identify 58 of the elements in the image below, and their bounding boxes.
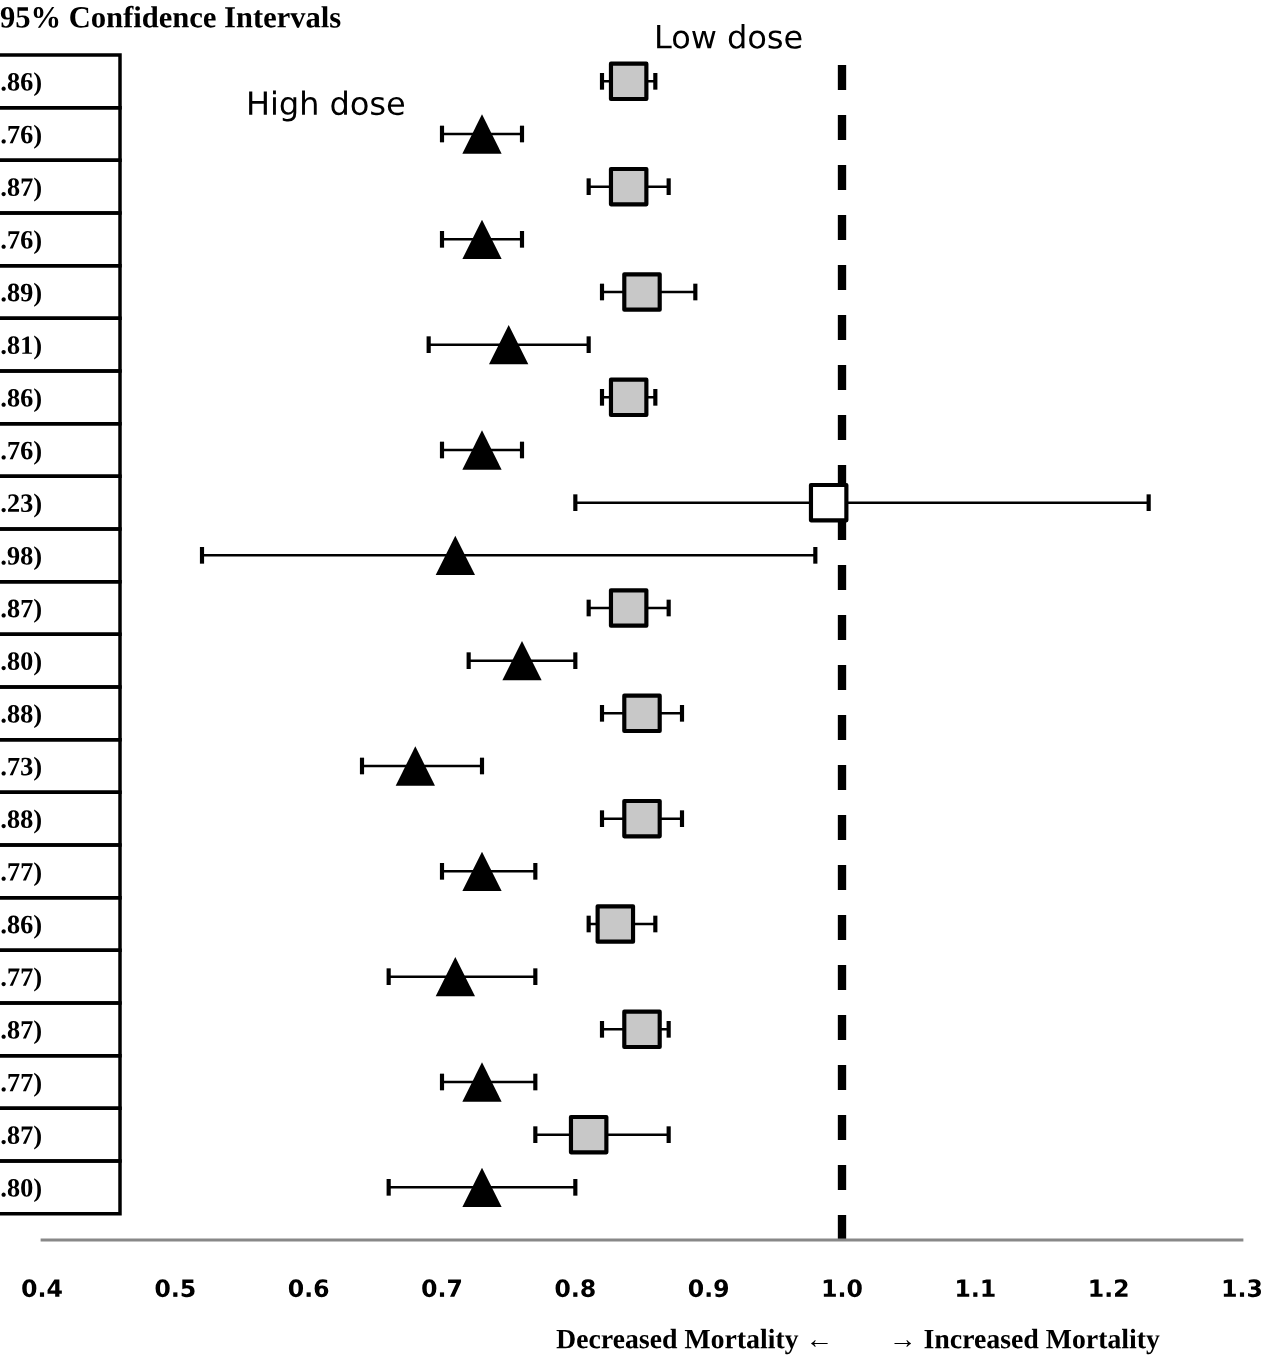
y-tick-label: .89) [1, 282, 41, 307]
x-tick-label: 1.0 [823, 1279, 862, 1298]
point [462, 851, 502, 891]
point [395, 746, 435, 786]
y-tick-label: .87) [1, 1125, 41, 1150]
x-tick-label: 1.2 [1090, 1279, 1128, 1297]
point [622, 693, 662, 734]
y-tick-label: .80) [1, 1178, 41, 1203]
chart-title: 95% Confidence Intervals [0, 5, 341, 28]
point [489, 325, 529, 365]
y-tick-label: .76) [1, 124, 41, 149]
y-tick-label: .88) [1, 809, 41, 834]
y-tick-label: .86) [1, 914, 41, 939]
y-tick-label: .87) [1, 177, 41, 202]
point [595, 904, 636, 944]
x-tick-label: 1.3 [1223, 1279, 1262, 1298]
point [462, 1062, 502, 1102]
point [462, 114, 502, 154]
x-axis-title: Decreased Mortality ← → Increased Mortality [556, 1328, 1160, 1355]
series-label: Low dose [657, 24, 802, 49]
x-tick-label: 0.8 [555, 1279, 595, 1298]
x-tick-label: 0.6 [288, 1279, 329, 1298]
point [622, 272, 662, 312]
x-tick-label: 0.4 [22, 1279, 62, 1298]
point [608, 377, 649, 418]
x-tick-label: 0.5 [155, 1279, 195, 1298]
point [462, 1167, 502, 1207]
x-tick-label: 0.7 [422, 1279, 462, 1298]
point [622, 798, 662, 839]
y-tick-label: .86) [1, 388, 41, 413]
y-tick-label: .77) [1, 862, 41, 887]
y-tick-label: .80) [1, 651, 41, 676]
y-tick-label: .98) [1, 546, 41, 571]
point [462, 219, 502, 259]
y-tick-label: .87) [1, 1020, 41, 1045]
point [808, 482, 849, 523]
point [502, 641, 542, 681]
point [608, 166, 649, 207]
point [608, 588, 649, 628]
y-tick-label: .88) [1, 704, 41, 729]
point [462, 430, 502, 470]
point [568, 1114, 609, 1155]
point [608, 61, 649, 102]
y-tick-label: .81) [1, 335, 41, 360]
y-tick-label: .77) [1, 967, 41, 992]
y-tick-label: .76) [1, 230, 41, 255]
y-tick-label: .76) [1, 440, 41, 465]
y-tick-label: .77) [1, 1072, 41, 1097]
point [435, 957, 475, 997]
y-tick-label: .87) [1, 598, 41, 623]
point [622, 1009, 662, 1050]
y-tick-label: .23) [1, 493, 41, 518]
text: High dose [249, 90, 404, 122]
x-tick-label: 0.9 [688, 1279, 729, 1298]
point [435, 535, 475, 575]
y-tick-label: .86) [1, 72, 41, 97]
y-tick-label: .73) [1, 756, 41, 781]
x-tick-label: 1.1 [957, 1279, 995, 1297]
